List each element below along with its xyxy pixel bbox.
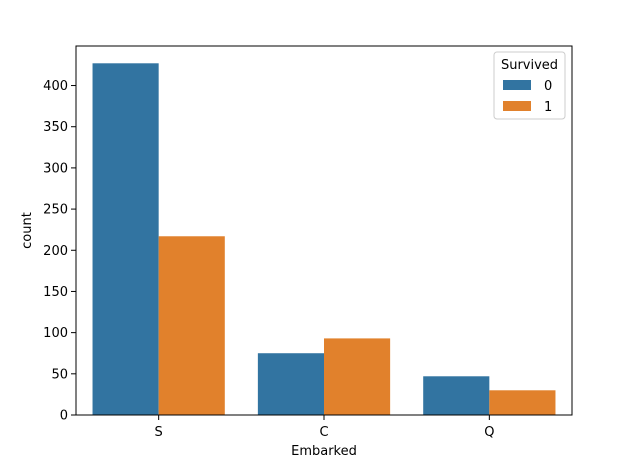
bar-q-survived-1	[489, 390, 556, 415]
y-axis-label: count	[20, 212, 35, 249]
y-tick-label: 200	[43, 244, 68, 259]
y-tick-label: 150	[43, 285, 68, 300]
y-tick-label: 400	[43, 79, 68, 94]
legend-title: Survived	[501, 58, 558, 73]
legend-label-0: 0	[544, 79, 552, 94]
bar-q-survived-0	[423, 376, 490, 415]
legend: Survived 0 1	[493, 51, 566, 120]
y-tick-label: 100	[43, 326, 68, 341]
bar-s-survived-0	[92, 63, 159, 415]
bar-c-survived-1	[324, 338, 391, 415]
legend-swatch-0	[503, 80, 531, 90]
legend-swatch-1	[503, 101, 531, 111]
y-axis: 0 50 100 150 200 250 300 350 400	[43, 79, 76, 424]
y-tick-label: 50	[51, 367, 68, 382]
y-tick-label: 0	[60, 409, 68, 424]
x-tick-label-q: Q	[484, 425, 494, 440]
bar-c-survived-0	[257, 353, 324, 415]
x-tick-label-s: S	[155, 425, 163, 440]
y-tick-label: 250	[43, 203, 68, 218]
bar-s-survived-1	[158, 236, 225, 415]
y-tick-label: 350	[43, 120, 68, 135]
bars-group	[92, 63, 556, 415]
y-tick-label: 300	[43, 161, 68, 176]
legend-label-1: 1	[544, 100, 552, 115]
x-tick-label-c: C	[319, 425, 328, 440]
x-axis-label: Embarked	[291, 444, 357, 459]
